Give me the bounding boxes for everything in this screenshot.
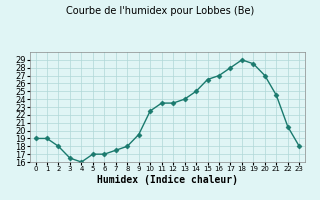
Text: Courbe de l'humidex pour Lobbes (Be): Courbe de l'humidex pour Lobbes (Be) bbox=[66, 6, 254, 16]
X-axis label: Humidex (Indice chaleur): Humidex (Indice chaleur) bbox=[97, 175, 238, 185]
